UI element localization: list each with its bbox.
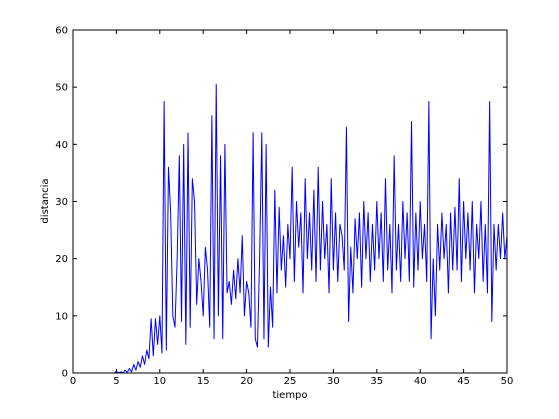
x-tick-label: 35 <box>370 376 383 387</box>
x-tick-label: 45 <box>457 376 470 387</box>
y-tick-label: 20 <box>55 254 68 265</box>
x-axis-label: tiempo <box>272 390 307 401</box>
x-tick-label: 0 <box>70 376 76 387</box>
y-tick-label: 60 <box>55 26 68 37</box>
x-tick-label: 20 <box>240 376 253 387</box>
y-tick-label: 30 <box>55 197 68 208</box>
y-tick-label: 40 <box>55 140 68 151</box>
x-tick-label: 40 <box>414 376 427 387</box>
y-tick-label: 0 <box>62 369 68 380</box>
y-tick-label: 50 <box>55 83 68 94</box>
x-tick-label: 10 <box>153 376 166 387</box>
x-tick-label: 25 <box>284 376 297 387</box>
data-line <box>73 83 508 374</box>
x-tick-label: 5 <box>113 376 119 387</box>
y-tick-label: 10 <box>55 311 68 322</box>
y-axis-label: distancia <box>40 178 51 223</box>
x-tick-label: 15 <box>197 376 210 387</box>
axes-box <box>72 29 508 374</box>
x-tick-label: 30 <box>327 376 340 387</box>
x-tick-label: 50 <box>501 376 514 387</box>
